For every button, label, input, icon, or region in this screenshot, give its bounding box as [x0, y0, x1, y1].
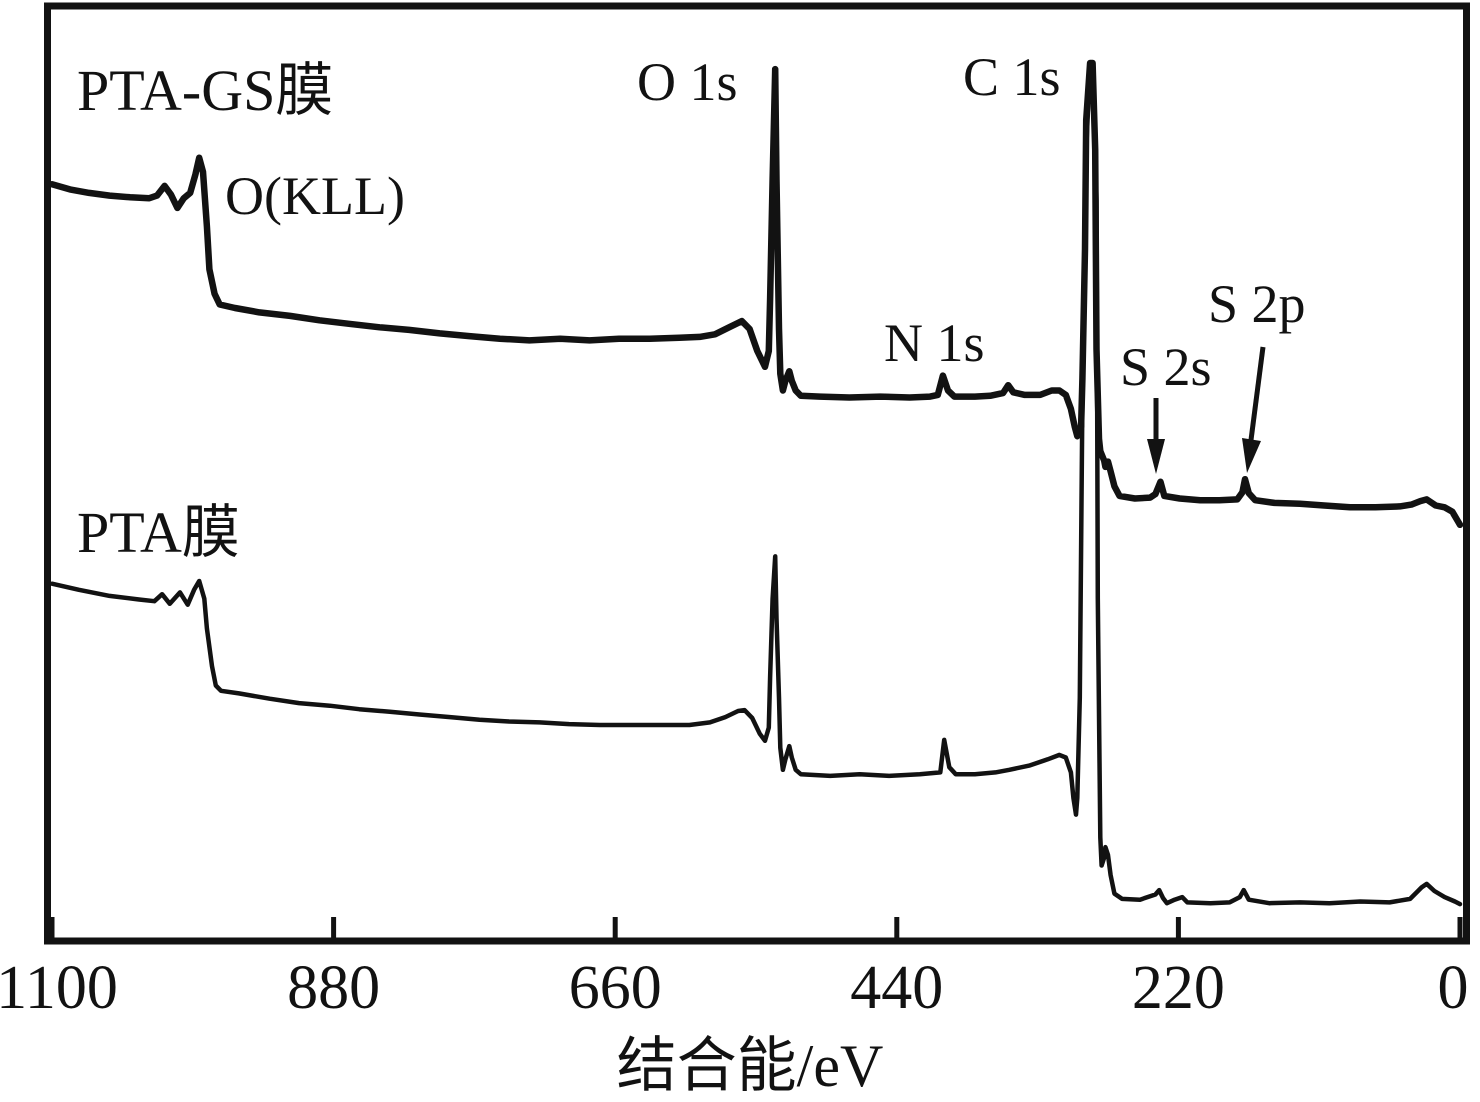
x-axis-tick-label: 0	[1438, 954, 1469, 1022]
plot-frame	[44, 2, 1470, 945]
s2p-arrow	[1242, 346, 1266, 473]
peak-label-c1s: C 1s	[963, 47, 1061, 107]
x-axis-tick-label: 1100	[0, 954, 118, 1022]
peak-label-o-kll: O(KLL)	[225, 166, 405, 226]
s2p-arrow-shaft	[1248, 346, 1266, 441]
x-axis-tick-label: 220	[1132, 954, 1225, 1022]
peak-label-s2s: S 2s	[1120, 337, 1212, 397]
x-axis-ticks: 1100 880 660 440 220 0	[0, 917, 1469, 1022]
x-axis-tick-label: 660	[569, 954, 662, 1022]
peak-label-s2p: S 2p	[1208, 274, 1306, 334]
x-axis-tick-label: 440	[850, 954, 943, 1022]
peak-label-o1s: O 1s	[637, 52, 738, 112]
curve-label-pta: PTA膜	[77, 500, 240, 565]
s2s-arrow-head	[1147, 439, 1165, 474]
curve-pta-gs-film	[48, 59, 1464, 529]
peak-label-n1s: N 1s	[884, 313, 985, 373]
s2p-arrow-head	[1242, 438, 1261, 473]
curve-pta-film	[49, 60, 1463, 907]
x-axis-tick-label: 880	[287, 954, 380, 1022]
x-axis-title: 结合能/eV	[617, 1033, 884, 1099]
curve-label-pta-gs: PTA-GS膜	[77, 58, 333, 123]
s2s-arrow	[1147, 398, 1165, 474]
